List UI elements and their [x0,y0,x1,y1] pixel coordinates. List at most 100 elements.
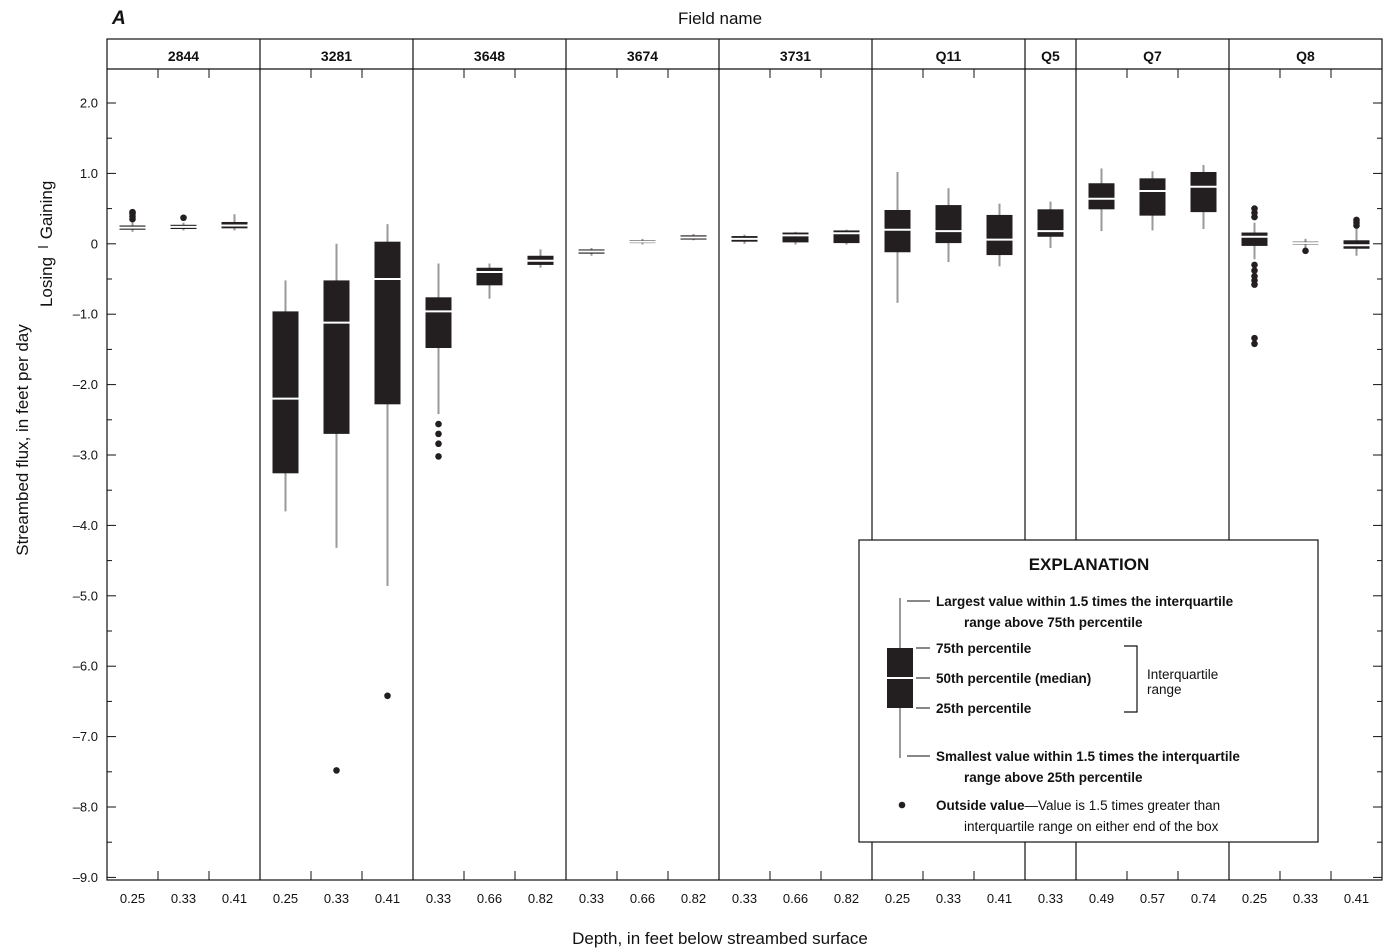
legend-smallest-2: range above 25th percentile [964,770,1143,785]
legend-largest-1: Largest value within 1.5 times the inter… [936,594,1234,609]
x-tick-label: 0.41 [987,891,1012,906]
iqr-box [782,232,809,243]
x-tick-label: 0.66 [477,891,502,906]
y-tick-label: –2.0 [73,377,98,392]
y-label-gaining: Gaining [37,181,56,240]
outlier-point [333,767,340,774]
y-tick-label: –3.0 [73,448,98,463]
plot-frame [106,38,1383,881]
legend-iqr-bracket [1124,645,1138,713]
x-tick-label: 0.25 [120,891,145,906]
outlier-point [435,420,442,428]
x-axis-title: Depth, in feet below streambed surface [572,929,868,948]
legend-outside-2: interquartile range on either end of the… [964,819,1219,834]
iqr-box [323,280,350,434]
legend-iqr-2: range [1147,682,1182,697]
x-tick-label: 0.33 [1293,891,1318,906]
legend-p25: 25th percentile [936,701,1032,716]
y-tick-label: 0 [91,236,98,251]
iqr-box [1241,232,1268,246]
iqr-box [1190,171,1217,213]
x-tick-label: 0.49 [1089,891,1114,906]
y-tick-label: –9.0 [73,870,98,885]
x-tick-label: 0.33 [171,891,196,906]
iqr-box [374,241,401,405]
x-tick-label: 0.33 [1038,891,1063,906]
legend-smallest-1: Smallest value within 1.5 times the inte… [936,749,1240,764]
field-label: 3674 [627,48,658,64]
legend-title: EXPLANATION [1029,555,1150,574]
y-tick-label: –7.0 [73,729,98,744]
y-label-losing: Losing [37,257,56,307]
x-tick-label: 0.33 [324,891,349,906]
y-tick-label: –1.0 [73,307,98,322]
y-tick-label: 2.0 [80,96,98,111]
x-tick-label: 0.33 [936,891,961,906]
x-tick-label: 0.33 [426,891,451,906]
x-tick-label: 0.25 [1242,891,1267,906]
field-label: Q11 [936,48,962,64]
outlier-point [435,453,442,460]
field-label: 3648 [474,48,505,64]
y-tick-label: –5.0 [73,588,98,603]
legend-box [858,539,1319,843]
x-tick-label: 0.41 [222,891,247,906]
y-tick-label: –4.0 [73,518,98,533]
legend-iqr-1: Interquartile [1147,667,1218,682]
iqr-box [1088,183,1115,210]
outlier-point [435,440,442,448]
iqr-box [884,210,911,253]
outlier-point [1353,216,1360,224]
legend-largest-2: range above 75th percentile [964,615,1143,630]
plot-area: 2.0 1.0 0 –1.0 –2.0 –3.0 –4.0 –5.0 –6.0 –7.0 –8.0 –… [73,38,1383,906]
panel-letter: A [111,8,126,29]
iqr-box [935,205,962,244]
x-tick-label: 0.25 [885,891,910,906]
outlier-point [384,692,391,700]
outlier-point [1251,281,1258,288]
x-tick-label: 0.66 [630,891,655,906]
x-tick-label: 0.25 [273,891,298,906]
x-tick-label: 0.82 [681,891,706,906]
legend-outside-bold: Outside value [936,798,1025,813]
outlier-point [1302,247,1309,255]
outlier-point [435,430,442,438]
x-tick-label: 0.33 [579,891,604,906]
legend-p50: 50th percentile (median) [936,671,1091,686]
outlier-point [129,208,136,216]
x-tick-label: 0.66 [783,891,808,906]
x-tick-label: 0.74 [1191,891,1216,906]
field-label: Q8 [1296,48,1315,64]
legend: EXPLANATION Largest value within 1.5 tim… [858,539,1319,843]
outlier-point [1251,261,1258,269]
y-tick-label: 1.0 [80,166,98,181]
field-label: 3731 [780,48,811,64]
legend-p75: 75th percentile [936,641,1032,656]
legend-outlier-dot [898,801,906,809]
field-label: Q7 [1143,48,1162,64]
y-axis-title: Streambed flux, in feet per day [13,324,32,556]
iqr-box [272,311,299,474]
field-label: 2844 [168,48,199,64]
legend-outside-rest: —Value is 1.5 times greater than [1025,798,1221,813]
outlier-point [1251,205,1258,212]
y-tick-label: –6.0 [73,659,98,674]
outlier-point [1251,334,1258,342]
y-tick-label: –8.0 [73,800,98,815]
x-tick-label: 0.82 [528,891,553,906]
iqr-box [1139,178,1166,216]
iqr-box [476,267,503,286]
iqr-box [425,297,452,348]
outlier-point [180,214,187,222]
top-axis-title: Field name [678,9,762,28]
field-label: Q5 [1041,48,1060,64]
iqr-box [986,214,1013,256]
x-tick-label: 0.41 [375,891,400,906]
outlier-point [1251,340,1258,348]
outlier-point [1251,267,1258,274]
iqr-box [1037,209,1064,237]
x-tick-label: 0.82 [834,891,859,906]
field-label: 3281 [321,48,352,64]
x-tick-label: 0.57 [1140,891,1165,906]
